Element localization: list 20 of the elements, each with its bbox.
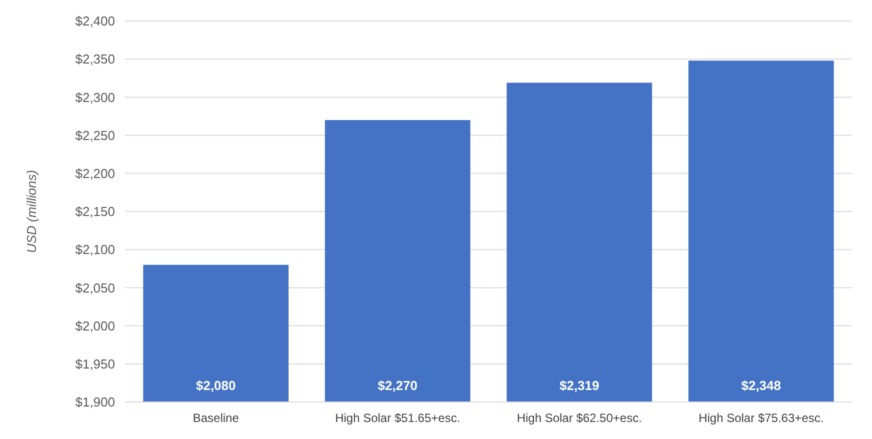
x-tick-label: Baseline (192, 411, 240, 425)
y-tick-label: $2,000 (75, 318, 115, 334)
y-tick-label: $2,050 (75, 280, 115, 296)
y-tick-label: $2,250 (75, 128, 115, 143)
y-tick-label: $1,950 (75, 356, 115, 372)
y-tick-label: $2,300 (75, 90, 115, 105)
data-label: $2,080 (196, 378, 236, 393)
y-tick-label: $2,200 (75, 166, 115, 181)
y-tick-label: $2,150 (75, 204, 115, 220)
x-tick-label: High Solar $51.65+esc. (335, 411, 460, 425)
data-label: $2,348 (741, 378, 782, 393)
x-tick-label: High Solar $75.63+esc. (698, 411, 824, 425)
y-tick-label: $1,900 (75, 394, 115, 410)
x-tick-label: High Solar $62.50+esc. (516, 411, 642, 425)
y-axis-title: USD (millions) (24, 170, 39, 254)
y-tick-label: $2,350 (75, 52, 115, 67)
data-label: $2,319 (559, 378, 600, 393)
data-label: $2,270 (378, 378, 418, 393)
y-tick-label: $2,100 (75, 242, 115, 258)
y-tick-label: $2,400 (75, 14, 115, 29)
